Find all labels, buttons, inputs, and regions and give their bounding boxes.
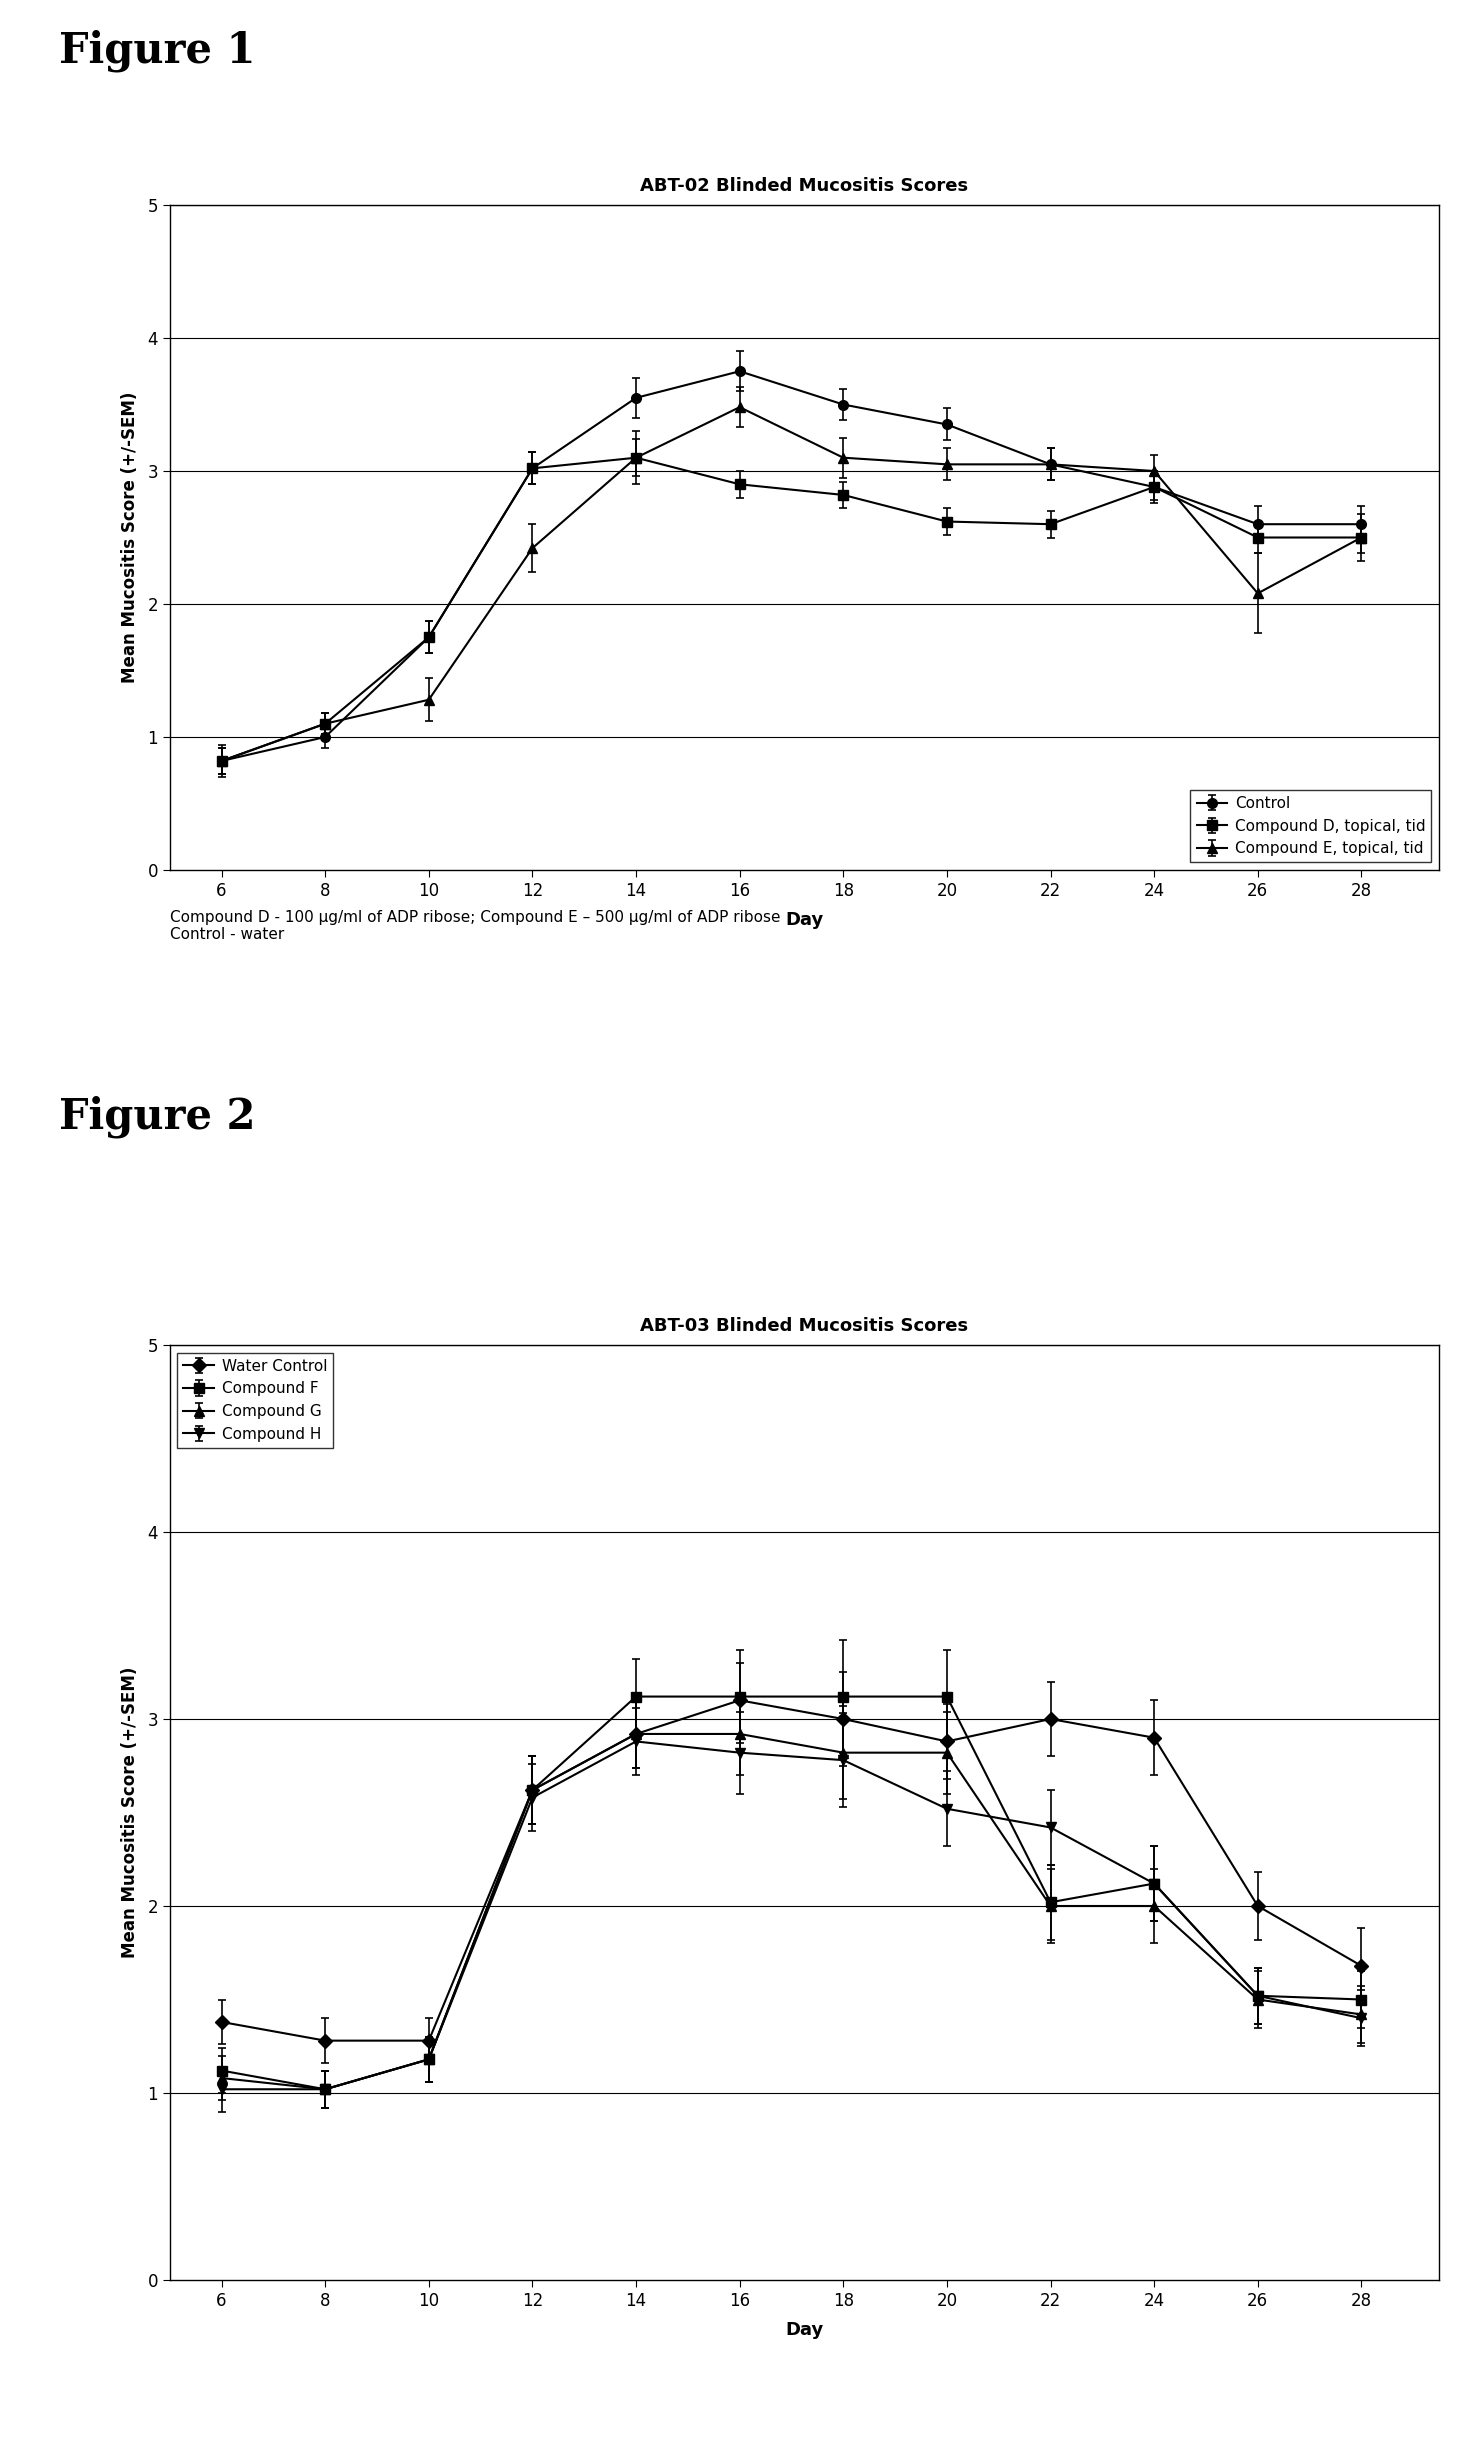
Text: Compound D - 100 μg/ml of ADP ribose; Compound E – 500 μg/ml of ADP ribose
Contr: Compound D - 100 μg/ml of ADP ribose; Co… (170, 909, 781, 943)
Legend: Water Control, Compound F, Compound G, Compound H: Water Control, Compound F, Compound G, C… (177, 1352, 334, 1448)
Title: ABT-03 Blinded Mucositis Scores: ABT-03 Blinded Mucositis Scores (641, 1318, 968, 1335)
X-axis label: Day: Day (785, 2320, 824, 2340)
Title: ABT-02 Blinded Mucositis Scores: ABT-02 Blinded Mucositis Scores (641, 176, 968, 196)
Text: Figure 2: Figure 2 (59, 1095, 255, 1137)
Legend: Control, Compound D, topical, tid, Compound E, topical, tid: Control, Compound D, topical, tid, Compo… (1191, 789, 1432, 862)
Text: Figure 1: Figure 1 (59, 29, 255, 74)
X-axis label: Day: Day (785, 911, 824, 929)
Y-axis label: Mean Mucositis Score (+/-SEM): Mean Mucositis Score (+/-SEM) (121, 392, 139, 684)
Y-axis label: Mean Mucositis Score (+/-SEM): Mean Mucositis Score (+/-SEM) (121, 1666, 139, 1958)
